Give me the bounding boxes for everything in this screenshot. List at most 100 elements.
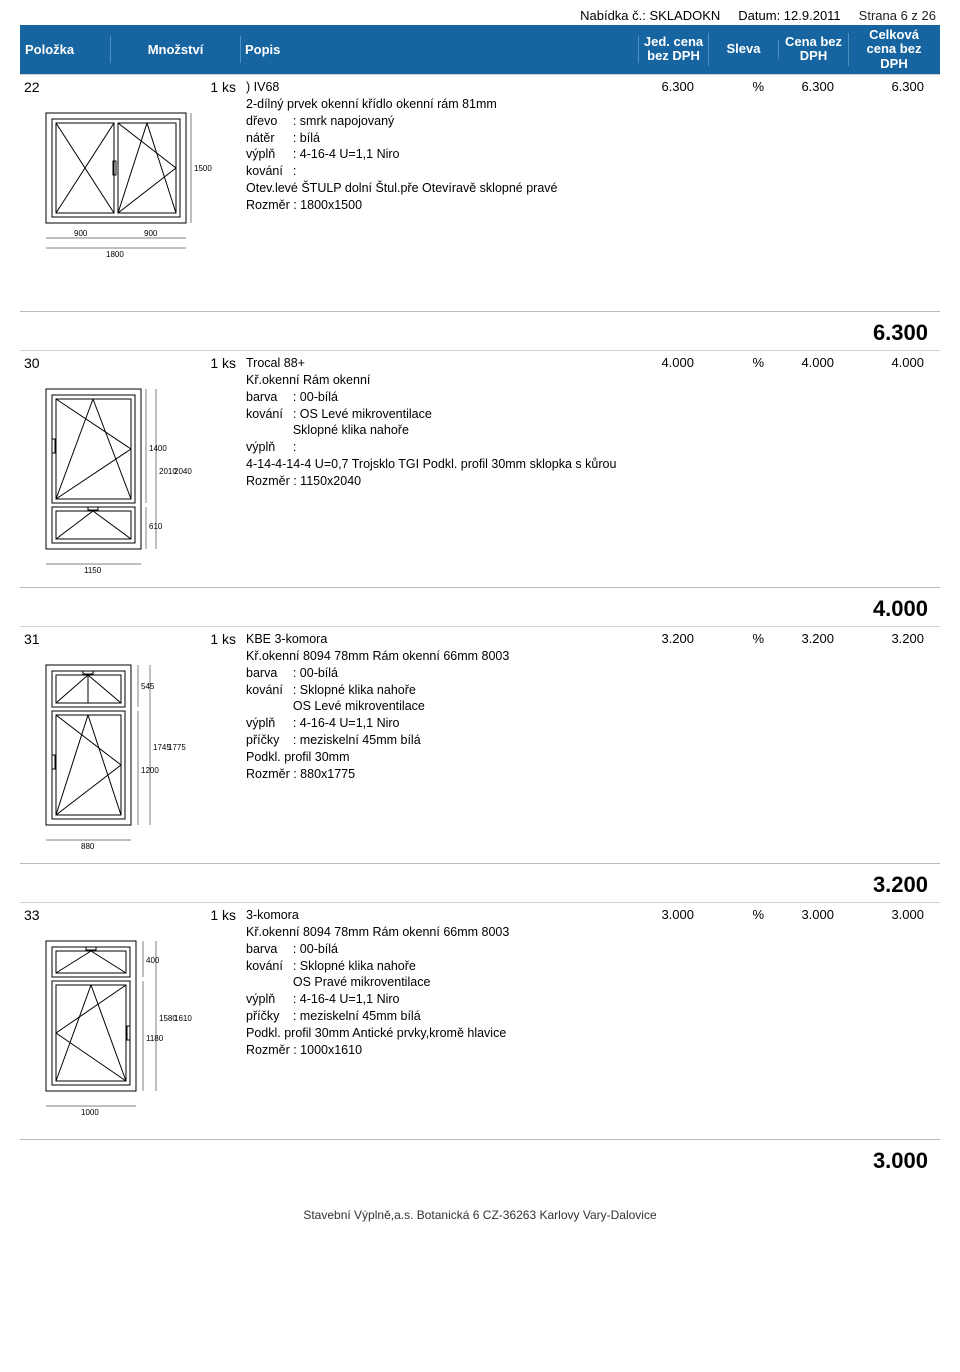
item-title: Trocal 88+ <box>246 355 624 372</box>
item-title: ) IV68 <box>246 79 624 96</box>
page-footer: Stavební Výplně,a.s. Botanická 6 CZ-3626… <box>20 1208 940 1222</box>
total-price: 6.300 <box>840 75 930 307</box>
price: 4.000 <box>770 351 840 583</box>
item-left: 311 ks 545 1200 1745 1775 880 <box>20 627 240 859</box>
desc-line: 2-dílný prvek okenní křídlo okenní rám 8… <box>246 96 624 113</box>
svg-text:1180: 1180 <box>146 1034 164 1043</box>
item-position: 30 <box>20 351 110 375</box>
desc-line: Kř.okenní Rám okenní <box>246 372 624 389</box>
desc-line: Kř.okenní 8094 78mm Rám okenní 66mm 8003 <box>246 924 624 941</box>
item-quantity: 1 ks <box>110 351 240 375</box>
kv-val: : 4-16-4 U=1,1 Niro <box>293 715 425 732</box>
discount: % <box>700 75 770 307</box>
items-container: 221 ks 1500 900 900 1800 ) IV682-dílný p… <box>20 74 940 1178</box>
kv-key: výplň <box>246 439 293 456</box>
kv-val: Sklopné klika nahoře <box>293 422 432 439</box>
price: 3.200 <box>770 627 840 859</box>
page-number: Strana 6 z 26 <box>859 8 936 23</box>
item-left: 331 ks 400 1180 1580 1610 1000 <box>20 903 240 1135</box>
kv-key: kování <box>246 958 293 975</box>
item-left: 221 ks 1500 900 900 1800 <box>20 75 240 307</box>
unit-price: 4.000 <box>630 351 700 583</box>
price: 6.300 <box>770 75 840 307</box>
item-prices: 3.200%3.2003.200 <box>630 627 940 859</box>
item-description: 3-komoraKř.okenní 8094 78mm Rám okenní 6… <box>240 903 630 1135</box>
desc-line: Kř.okenní 8094 78mm Rám okenní 66mm 8003 <box>246 648 624 665</box>
kv-val: : <box>293 163 400 180</box>
kv-val: : 4-16-4 U=1,1 Niro <box>293 991 431 1008</box>
item-block: 331 ks 400 1180 1580 1610 1000 3-komoraK… <box>20 902 940 1135</box>
item-prices: 6.300%6.3006.300 <box>630 75 940 307</box>
desc-tail: Podkl. profil 30mm <box>246 749 624 766</box>
kv-key: barva <box>246 941 293 958</box>
kv-key: nátěr <box>246 130 293 147</box>
item-quantity: 1 ks <box>110 627 240 651</box>
kv-key: dřevo <box>246 113 293 130</box>
page-meta: Nabídka č.: SKLADOKN Datum: 12.9.2011 St… <box>20 8 940 23</box>
window-drawing: 1400 610 2010 2040 1150 <box>20 375 240 583</box>
desc-tail: Podkl. profil 30mm Antické prvky,kromě h… <box>246 1025 624 1042</box>
svg-text:1150: 1150 <box>84 566 102 575</box>
col-celkova: Celková cena bez DPH <box>849 26 939 73</box>
total-price: 3.200 <box>840 627 930 859</box>
item-quantity: 1 ks <box>110 903 240 927</box>
table-header: Položka Množství Popis Jed. cena bez DPH… <box>20 25 940 74</box>
desc-tail: Otev.levé ŠTULP dolní Štul.pře Otevíravě… <box>246 180 624 197</box>
item-prices: 4.000%4.0004.000 <box>630 351 940 583</box>
kv-key <box>246 698 293 715</box>
item-block: 221 ks 1500 900 900 1800 ) IV682-dílný p… <box>20 74 940 307</box>
window-drawing: 1500 900 900 1800 <box>20 99 240 307</box>
col-jed-cena: Jed. cena bez DPH <box>639 33 709 66</box>
col-polozka: Položka <box>21 36 111 63</box>
kv-key <box>246 422 293 439</box>
kv-val: : Sklopné klika nahoře <box>293 958 431 975</box>
col-sleva: Sleva <box>709 40 779 58</box>
discount: % <box>700 627 770 859</box>
kv-val: : 00-bílá <box>293 941 431 958</box>
window-drawing: 400 1180 1580 1610 1000 <box>20 927 240 1135</box>
offer-number: Nabídka č.: SKLADOKN <box>580 8 720 23</box>
item-subtotal: 4.000 <box>20 587 940 626</box>
item-block: 311 ks 545 1200 1745 1775 880 KBE 3-komo… <box>20 626 940 859</box>
kv-val: : meziskelní 45mm bílá <box>293 732 425 749</box>
kv-val: : OS Levé mikroventilace <box>293 406 432 423</box>
item-title: 3-komora <box>246 907 624 924</box>
kv-key: výplň <box>246 146 293 163</box>
unit-price: 3.000 <box>630 903 700 1135</box>
svg-text:1800: 1800 <box>106 250 124 259</box>
discount: % <box>700 351 770 583</box>
svg-text:1400: 1400 <box>149 444 167 453</box>
item-description: KBE 3-komoraKř.okenní 8094 78mm Rám oken… <box>240 627 630 859</box>
kv-val: : <box>293 439 432 456</box>
kv-val: OS Pravé mikroventilace <box>293 974 431 991</box>
unit-price: 3.200 <box>630 627 700 859</box>
kv-key: kování <box>246 682 293 699</box>
col-popis: Popis <box>241 36 639 63</box>
item-subtotal: 3.200 <box>20 863 940 902</box>
kv-val: : Sklopné klika nahoře <box>293 682 425 699</box>
desc-tail: Rozměr : 880x1775 <box>246 766 624 783</box>
svg-text:1610: 1610 <box>174 1014 192 1023</box>
desc-tail: Rozměr : 1000x1610 <box>246 1042 624 1059</box>
unit-price: 6.300 <box>630 75 700 307</box>
kv-val: OS Levé mikroventilace <box>293 698 425 715</box>
kv-key: příčky <box>246 1008 293 1025</box>
item-prices: 3.000%3.0003.000 <box>630 903 940 1135</box>
kv-key <box>246 974 293 991</box>
item-quantity: 1 ks <box>110 75 240 99</box>
kv-val: : 00-bílá <box>293 665 425 682</box>
price: 3.000 <box>770 903 840 1135</box>
kv-val: : bílá <box>293 130 400 147</box>
kv-key: příčky <box>246 732 293 749</box>
item-position: 22 <box>20 75 110 99</box>
col-mnozstvi: Množství <box>111 36 241 63</box>
desc-tail: Rozměr : 1800x1500 <box>246 197 624 214</box>
item-position: 33 <box>20 903 110 927</box>
kv-val: : 00-bílá <box>293 389 432 406</box>
item-left: 301 ks 1400 610 2010 2040 1150 <box>20 351 240 583</box>
kv-val: : smrk napojovaný <box>293 113 400 130</box>
kv-val: : meziskelní 45mm bílá <box>293 1008 431 1025</box>
item-description: Trocal 88+Kř.okenní Rám okenníbarva: 00-… <box>240 351 630 583</box>
total-price: 3.000 <box>840 903 930 1135</box>
item-subtotal: 3.000 <box>20 1139 940 1178</box>
